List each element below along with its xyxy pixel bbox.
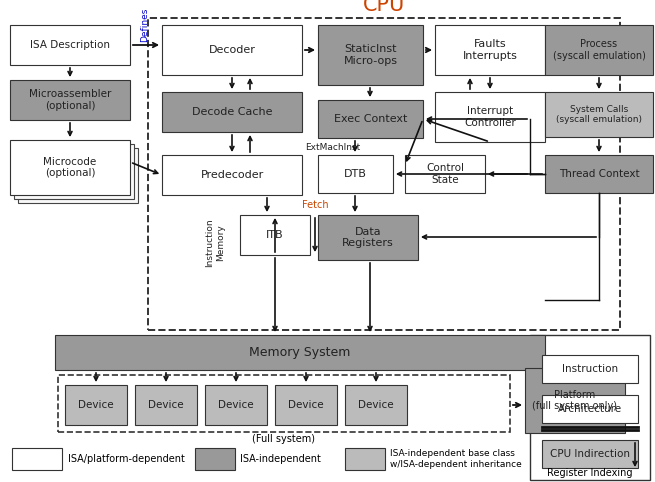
- Text: Predecoder: Predecoder: [200, 170, 263, 180]
- Text: Exec Context: Exec Context: [334, 114, 407, 124]
- Text: ITB: ITB: [266, 230, 284, 240]
- Bar: [318, 25, 423, 85]
- Text: CPU: CPU: [363, 0, 405, 15]
- Text: Architecture: Architecture: [558, 404, 622, 414]
- Text: Control
State: Control State: [426, 163, 464, 185]
- Text: Register Indexing: Register Indexing: [547, 468, 633, 478]
- Bar: [135, 385, 197, 425]
- Text: Data
Registers: Data Registers: [342, 227, 394, 248]
- Bar: [545, 25, 653, 75]
- Bar: [530, 335, 650, 480]
- Bar: [18, 148, 138, 203]
- Bar: [162, 25, 302, 75]
- Text: Interrupt
Controller: Interrupt Controller: [464, 106, 516, 128]
- Text: Defines: Defines: [141, 8, 149, 42]
- Text: Microcode
(optional): Microcode (optional): [43, 157, 97, 178]
- Text: ISA-independent base class
w/ISA-dependent inheritance: ISA-independent base class w/ISA-depende…: [390, 449, 522, 469]
- Bar: [10, 140, 130, 195]
- Bar: [205, 385, 267, 425]
- Bar: [318, 155, 393, 193]
- Bar: [435, 25, 545, 75]
- Bar: [318, 215, 418, 260]
- Bar: [65, 385, 127, 425]
- Text: (Full system): (Full system): [252, 434, 316, 444]
- Text: Faults
Interrupts: Faults Interrupts: [462, 39, 517, 61]
- Bar: [55, 335, 545, 370]
- Text: ISA-independent: ISA-independent: [240, 454, 321, 464]
- Text: Device: Device: [218, 400, 254, 410]
- Text: StaticInst
Micro-ops: StaticInst Micro-ops: [343, 44, 398, 66]
- Bar: [275, 385, 337, 425]
- Text: ISA Description: ISA Description: [30, 40, 110, 50]
- Text: DTB: DTB: [344, 169, 367, 179]
- Text: Decode Cache: Decode Cache: [192, 107, 272, 117]
- Bar: [318, 100, 423, 138]
- Bar: [10, 25, 130, 65]
- Text: ExtMachInst: ExtMachInst: [305, 144, 360, 152]
- Text: Microassembler
(optional): Microassembler (optional): [29, 89, 111, 111]
- Text: CPU Indirection: CPU Indirection: [550, 449, 630, 459]
- Bar: [405, 155, 485, 193]
- Text: ISA/platform-dependent: ISA/platform-dependent: [68, 454, 185, 464]
- Bar: [162, 92, 302, 132]
- Bar: [12, 448, 62, 470]
- Text: Process
(syscall emulation): Process (syscall emulation): [553, 39, 645, 61]
- Bar: [195, 448, 235, 470]
- Text: Instruction
Memory: Instruction Memory: [205, 219, 225, 268]
- Bar: [542, 440, 638, 468]
- Bar: [542, 355, 638, 383]
- Bar: [435, 92, 545, 142]
- Text: Device: Device: [78, 400, 114, 410]
- Bar: [58, 375, 510, 432]
- Bar: [240, 215, 310, 255]
- Text: Decoder: Decoder: [208, 45, 255, 55]
- Bar: [525, 368, 625, 433]
- Text: Platform
(full system only): Platform (full system only): [533, 390, 618, 411]
- Text: Device: Device: [148, 400, 184, 410]
- Bar: [148, 18, 620, 330]
- Bar: [542, 395, 638, 423]
- Bar: [545, 92, 653, 137]
- Bar: [10, 80, 130, 120]
- Text: System Calls
(syscall emulation): System Calls (syscall emulation): [556, 105, 642, 124]
- Bar: [345, 385, 407, 425]
- Text: Device: Device: [358, 400, 394, 410]
- Text: Thread Context: Thread Context: [559, 169, 639, 179]
- Bar: [545, 155, 653, 193]
- Text: Device: Device: [288, 400, 324, 410]
- Bar: [345, 448, 385, 470]
- Text: Fetch: Fetch: [302, 200, 328, 210]
- Bar: [14, 144, 134, 199]
- Text: Instruction: Instruction: [562, 364, 618, 374]
- Text: Memory System: Memory System: [250, 346, 350, 359]
- Bar: [162, 155, 302, 195]
